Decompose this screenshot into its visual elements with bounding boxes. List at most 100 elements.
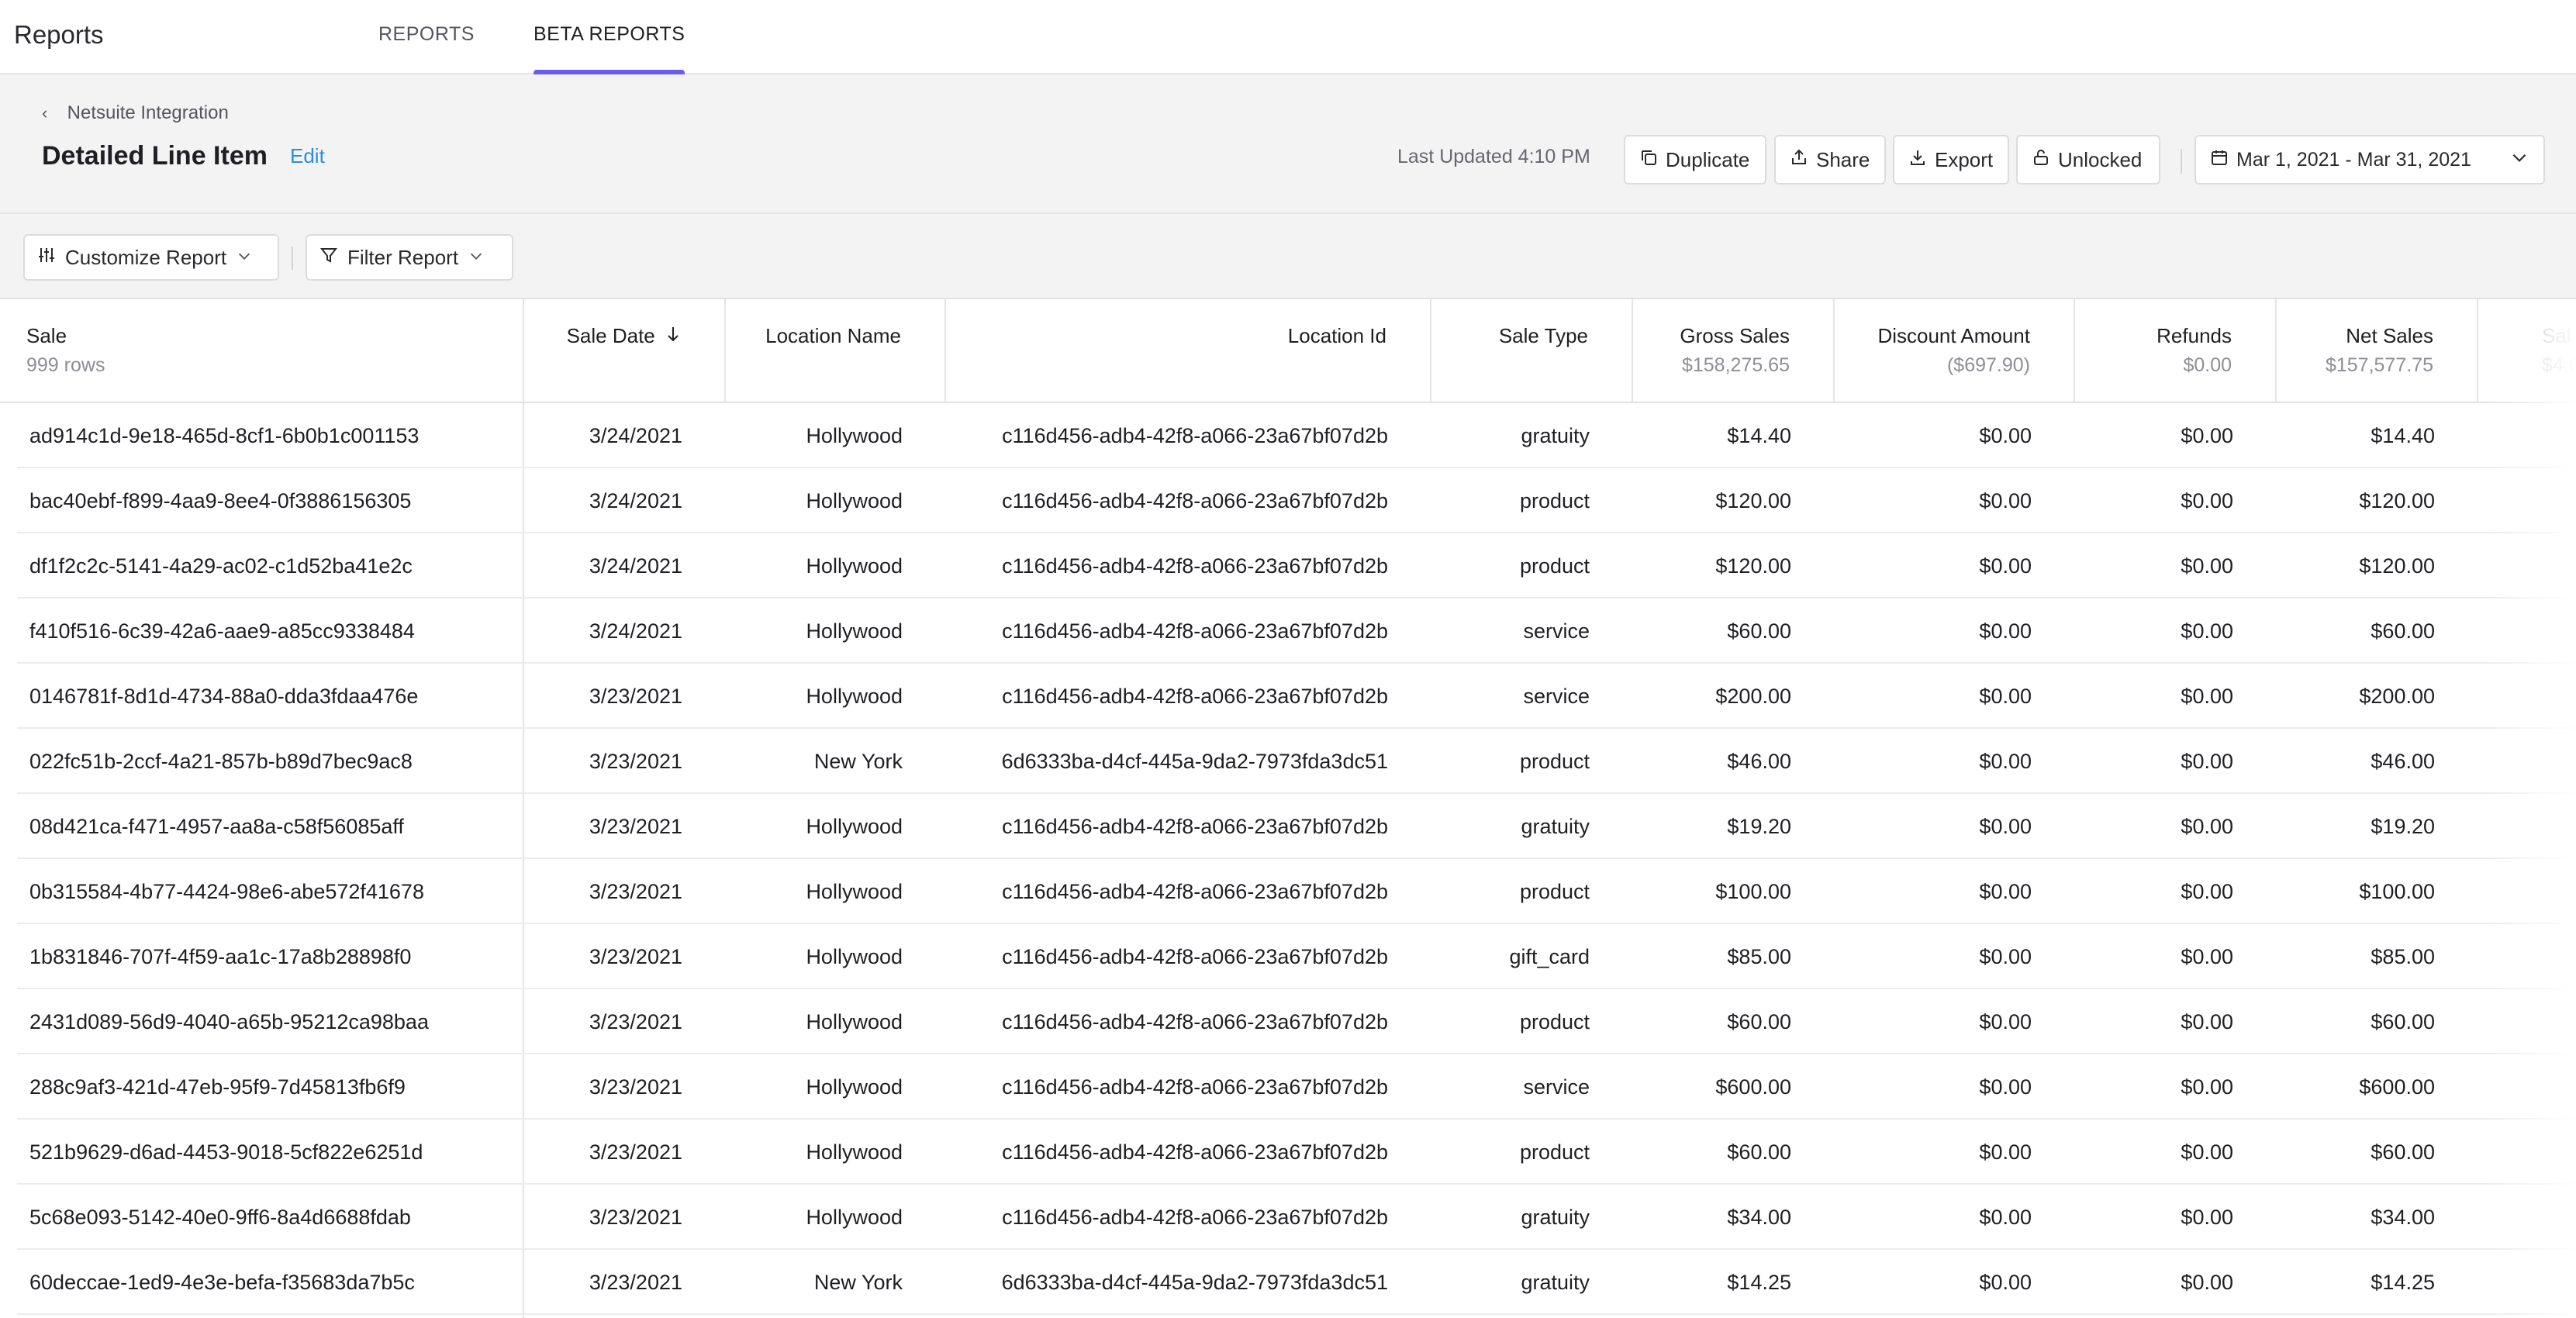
filter-report-button[interactable]: Filter Report xyxy=(306,234,513,281)
table-row[interactable]: 0b315584-4b77-4424-98e6-abe572f41678 3/23… xyxy=(0,859,2576,924)
date-range-picker[interactable]: Mar 1, 2021 - Mar 31, 2021 xyxy=(2194,135,2545,185)
table-row[interactable]: 0146781f-8d1d-4734-88a0-dda3fdaa476e 3/23… xyxy=(0,664,2576,729)
column-header-partial[interactable]: Sal $4,6 xyxy=(2478,299,2576,402)
cell-sale-type: product xyxy=(1519,1140,1590,1164)
unlocked-button[interactable]: Unlocked xyxy=(2016,135,2160,185)
column-header-discount-amount[interactable]: Discount Amount ($697.90) xyxy=(1835,299,2075,402)
cell-net-sales: $14.25 xyxy=(2371,1271,2435,1294)
column-total: $157,577.75 xyxy=(2325,354,2433,376)
column-label: Sale xyxy=(26,324,67,347)
cell-location-name: Hollywood xyxy=(806,554,903,578)
table-row[interactable]: ad914c1d-9e18-465d-8cf1-6b0b1c001153 3/24… xyxy=(0,403,2576,468)
active-tab-indicator xyxy=(534,70,685,76)
column-header-refunds[interactable]: Refunds $0.00 xyxy=(2075,299,2277,402)
column-header-sale-type[interactable]: Sale Type xyxy=(1431,299,1633,402)
cell-sale-date: 3/24/2021 xyxy=(589,619,682,643)
cell-sale-date: 3/23/2021 xyxy=(589,1010,682,1033)
tab-reports[interactable]: REPORTS xyxy=(378,23,475,45)
table-row[interactable]: 5c68e093-5142-40e0-9ff6-8a4d6688fdab 3/23… xyxy=(0,1185,2576,1250)
customize-report-button[interactable]: Customize Report xyxy=(23,234,279,281)
cell-net-sales: $600.00 xyxy=(2359,1075,2435,1099)
cell-location-name: Hollywood xyxy=(806,815,903,838)
cell-net-sales: $120.00 xyxy=(2359,554,2435,578)
column-header-location-name[interactable]: Location Name xyxy=(726,299,946,402)
cell-sale-type: product xyxy=(1519,554,1590,578)
cell-sale-id: 022fc51b-2ccf-4a21-857b-b89d7bec9ac8 xyxy=(29,750,413,773)
cell-sale-date: 3/24/2021 xyxy=(589,424,682,447)
cell-location-name: Hollywood xyxy=(806,1010,903,1033)
table-row[interactable]: 2431d089-56d9-4040-a65b-95212ca98baa 3/23… xyxy=(0,989,2576,1054)
export-button[interactable]: Export xyxy=(1893,135,2009,185)
table-row[interactable]: df1f2c2c-5141-4a29-ac02-c1d52ba41e2c 3/24… xyxy=(0,533,2576,599)
page-title: Detailed Line Item xyxy=(42,141,268,171)
cell-location-id: c116d456-adb4-42f8-a066-23a67bf07d2b xyxy=(1002,489,1388,512)
cell-location-id: c116d456-adb4-42f8-a066-23a67bf07d2b xyxy=(1002,1075,1388,1099)
cell-refunds: $0.00 xyxy=(2181,750,2233,773)
cell-discount-amount: $0.00 xyxy=(1979,1075,2032,1099)
cell-refunds: $0.00 xyxy=(2181,1140,2233,1164)
cell-sale-type: product xyxy=(1519,489,1590,512)
cell-sale-date: 3/23/2021 xyxy=(589,1206,682,1229)
cell-discount-amount: $0.00 xyxy=(1979,424,2032,447)
cell-location-name: Hollywood xyxy=(806,685,903,708)
duplicate-button[interactable]: Duplicate xyxy=(1624,135,1766,185)
column-header-location-id[interactable]: Location Id xyxy=(946,299,1431,402)
cell-sale-type: gratuity xyxy=(1521,1206,1590,1229)
cell-refunds: $0.00 xyxy=(2181,424,2233,447)
cell-location-id: c116d456-adb4-42f8-a066-23a67bf07d2b xyxy=(1002,424,1388,447)
cell-location-id: c116d456-adb4-42f8-a066-23a67bf07d2b xyxy=(1002,685,1388,708)
cell-net-sales: $60.00 xyxy=(2371,619,2435,643)
unlock-icon xyxy=(2032,148,2050,172)
cell-refunds: $0.00 xyxy=(2181,489,2233,512)
cell-sale-id: 5c68e093-5142-40e0-9ff6-8a4d6688fdab xyxy=(29,1206,411,1229)
cell-sale-date: 3/24/2021 xyxy=(589,489,682,512)
share-button[interactable]: Share xyxy=(1774,135,1886,185)
column-header-sale-date[interactable]: Sale Date xyxy=(524,299,726,402)
cell-location-id: c116d456-adb4-42f8-a066-23a67bf07d2b xyxy=(1002,945,1388,968)
cell-sale-type: product xyxy=(1519,1010,1590,1033)
cell-gross-sales: $14.25 xyxy=(1727,1271,1791,1294)
cell-refunds: $0.00 xyxy=(2181,1075,2233,1099)
cell-location-name: Hollywood xyxy=(806,424,903,447)
sort-descending-icon xyxy=(665,324,681,347)
cell-sale-type: service xyxy=(1523,685,1590,708)
table-row[interactable]: 08d421ca-f471-4957-aa8a-c58f56085aff 3/23… xyxy=(0,794,2576,859)
cell-sale-id: 2431d089-56d9-4040-a65b-95212ca98baa xyxy=(29,1010,429,1033)
cell-discount-amount: $0.00 xyxy=(1979,1271,2032,1294)
breadcrumb[interactable]: ‹ Netsuite Integration xyxy=(42,102,229,124)
cell-location-name: Hollywood xyxy=(806,489,903,512)
table-row[interactable]: 1b831846-707f-4f59-aa1c-17a8b28898f0 3/23… xyxy=(0,924,2576,989)
cell-net-sales: $60.00 xyxy=(2371,1010,2435,1033)
column-label: Net Sales xyxy=(2346,324,2433,347)
chevron-down-icon xyxy=(236,246,253,270)
tab-beta-reports[interactable]: BETA REPORTS xyxy=(534,0,685,76)
table-row[interactable]: 288c9af3-421d-47eb-95f9-7d45813fb6f9 3/23… xyxy=(0,1054,2576,1120)
cell-discount-amount: $0.00 xyxy=(1979,815,2032,838)
column-header-net-sales[interactable]: Net Sales $157,577.75 xyxy=(2277,299,2478,402)
cell-location-name: New York xyxy=(813,750,903,773)
edit-title-link[interactable]: Edit xyxy=(290,144,325,167)
table-row[interactable]: f410f516-6c39-42a6-aae9-a85cc9338484 3/24… xyxy=(0,599,2576,664)
toolbar-divider xyxy=(292,247,293,270)
cell-net-sales: $120.00 xyxy=(2359,489,2435,512)
cell-discount-amount: $0.00 xyxy=(1979,489,2032,512)
cell-sale-type: gift_card xyxy=(1509,945,1590,968)
table-row[interactable]: 60deccae-1ed9-4e3e-befa-f35683da7b5c 3/23… xyxy=(0,1250,2576,1315)
chevron-down-icon xyxy=(468,246,485,270)
column-total: $0.00 xyxy=(2183,354,2232,376)
table-row[interactable]: 521b9629-d6ad-4453-9018-5cf822e6251d 3/23… xyxy=(0,1120,2576,1185)
cell-gross-sales: $200.00 xyxy=(1715,685,1791,708)
table-row[interactable]: 022fc51b-2ccf-4a21-857b-b89d7bec9ac8 3/23… xyxy=(0,729,2576,794)
download-icon xyxy=(1908,148,1927,172)
cell-sale-date: 3/23/2021 xyxy=(589,880,682,903)
column-header-sale[interactable]: Sale 999 rows xyxy=(0,299,524,402)
column-header-gross-sales[interactable]: Gross Sales $158,275.65 xyxy=(1633,299,1835,402)
cell-net-sales: $100.00 xyxy=(2359,880,2435,903)
cell-gross-sales: $120.00 xyxy=(1715,554,1791,578)
filter-icon xyxy=(319,246,338,270)
cell-refunds: $0.00 xyxy=(2181,685,2233,708)
cell-discount-amount: $0.00 xyxy=(1979,685,2032,708)
cell-gross-sales: $100.00 xyxy=(1715,880,1791,903)
table-row[interactable]: bac40ebf-f899-4aa9-8ee4-0f3886156305 3/24… xyxy=(0,468,2576,533)
cell-refunds: $0.00 xyxy=(2181,1271,2233,1294)
